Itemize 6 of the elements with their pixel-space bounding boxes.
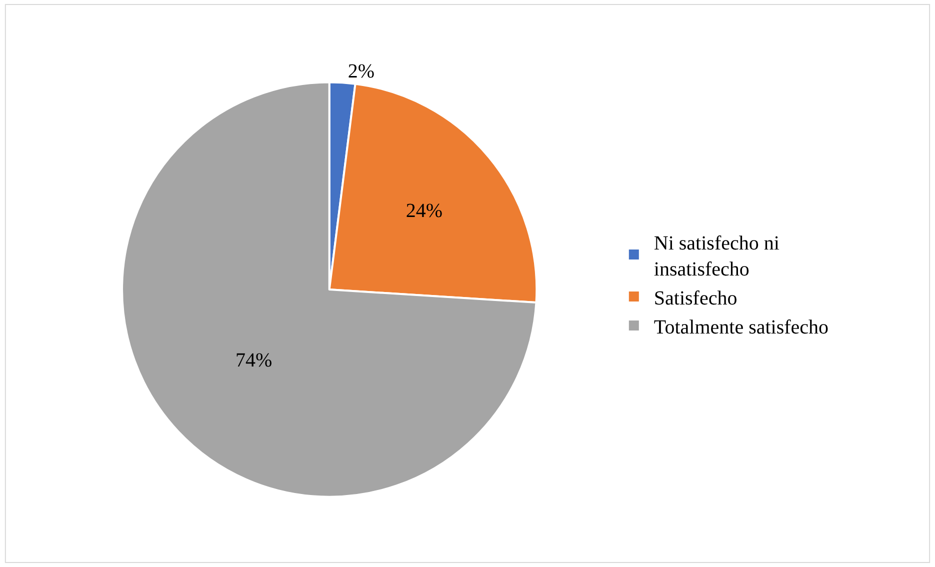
- data-label: 2%: [348, 60, 375, 83]
- data-label: 74%: [235, 349, 272, 372]
- legend-label: Satisfecho: [654, 287, 738, 310]
- legend-label: Ni satisfecho ni insatisfecho: [654, 232, 780, 280]
- legend-label: Totalmente satisfecho: [654, 316, 829, 338]
- data-label: 24%: [406, 200, 442, 222]
